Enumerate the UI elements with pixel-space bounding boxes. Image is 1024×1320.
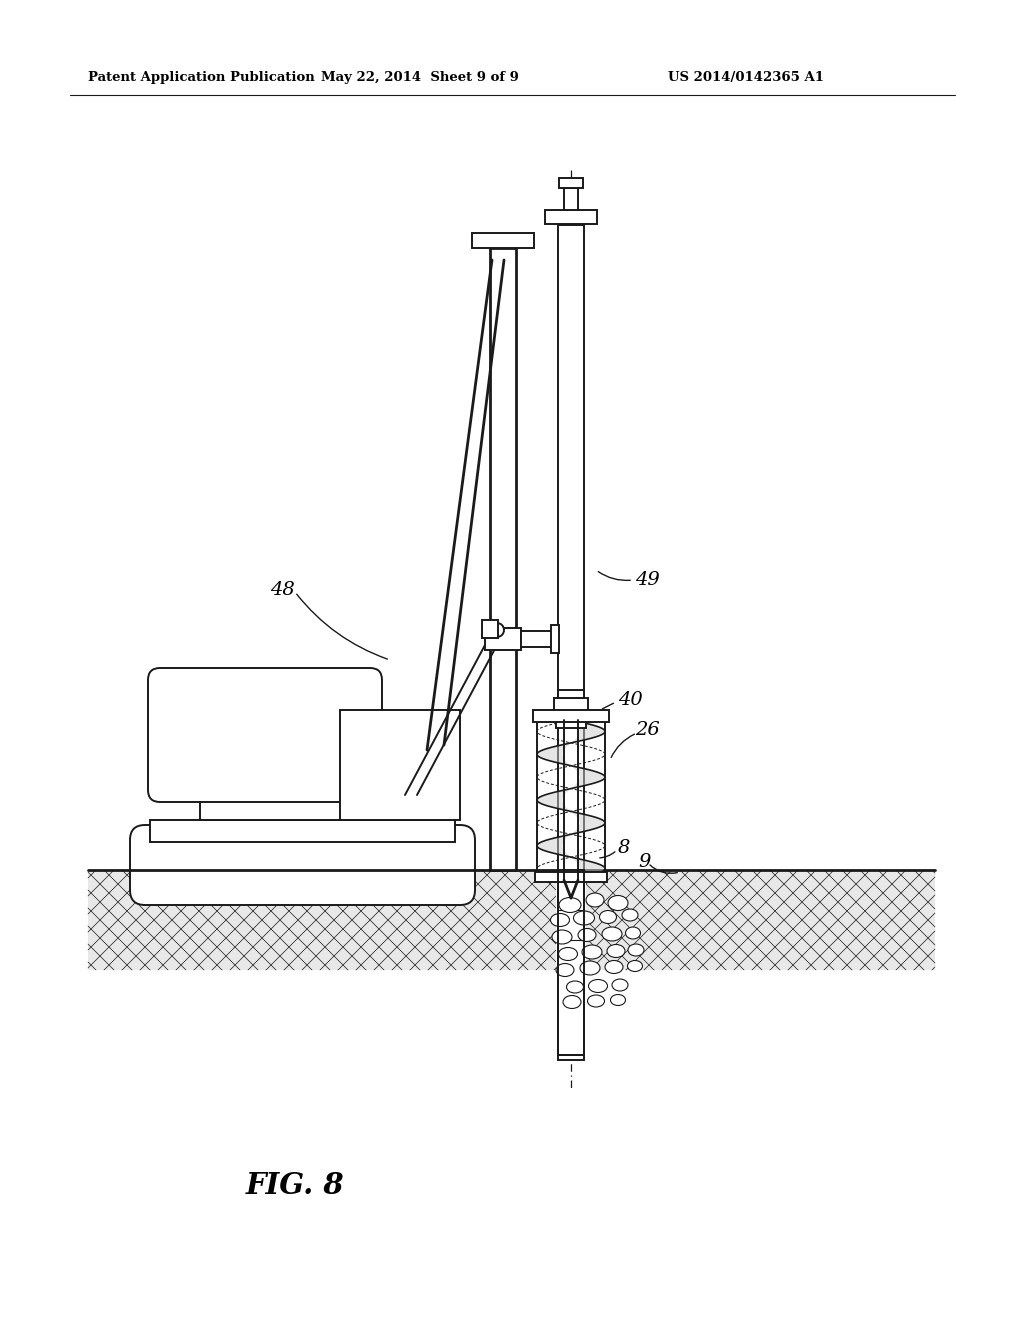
Polygon shape bbox=[537, 834, 571, 857]
Ellipse shape bbox=[563, 995, 581, 1008]
Polygon shape bbox=[571, 857, 605, 880]
Bar bbox=[482, 620, 498, 638]
Ellipse shape bbox=[628, 961, 642, 972]
Bar bbox=[554, 698, 588, 719]
Bar bbox=[559, 178, 583, 187]
Ellipse shape bbox=[582, 945, 602, 960]
Bar bbox=[558, 870, 584, 1055]
Polygon shape bbox=[571, 766, 605, 788]
Ellipse shape bbox=[566, 981, 584, 993]
Text: FIG. 8: FIG. 8 bbox=[246, 1171, 344, 1200]
Ellipse shape bbox=[578, 928, 596, 941]
Ellipse shape bbox=[588, 995, 604, 1007]
Polygon shape bbox=[571, 719, 605, 743]
Ellipse shape bbox=[622, 909, 638, 921]
Bar bbox=[521, 631, 551, 647]
Text: 9: 9 bbox=[638, 853, 650, 871]
Bar bbox=[150, 820, 455, 842]
Text: 26: 26 bbox=[635, 721, 659, 739]
Ellipse shape bbox=[612, 979, 628, 991]
Bar bbox=[545, 210, 597, 224]
Bar bbox=[564, 187, 578, 210]
Bar bbox=[556, 719, 586, 729]
Bar bbox=[340, 710, 460, 820]
Ellipse shape bbox=[607, 945, 625, 957]
Ellipse shape bbox=[602, 927, 622, 941]
FancyBboxPatch shape bbox=[130, 825, 475, 906]
Bar bbox=[558, 224, 584, 1060]
Polygon shape bbox=[537, 743, 571, 766]
Ellipse shape bbox=[556, 964, 574, 977]
Bar bbox=[556, 870, 586, 1090]
Bar bbox=[551, 624, 559, 653]
Ellipse shape bbox=[558, 948, 578, 961]
Bar bbox=[558, 870, 584, 1055]
Polygon shape bbox=[571, 812, 605, 834]
Bar bbox=[485, 628, 521, 649]
Ellipse shape bbox=[586, 894, 604, 907]
Bar bbox=[200, 719, 450, 820]
Ellipse shape bbox=[628, 944, 644, 956]
Ellipse shape bbox=[589, 979, 607, 993]
Ellipse shape bbox=[580, 961, 600, 975]
Bar bbox=[490, 248, 516, 870]
Ellipse shape bbox=[626, 927, 640, 939]
Ellipse shape bbox=[559, 898, 581, 912]
Circle shape bbox=[490, 623, 504, 638]
Text: 49: 49 bbox=[635, 572, 659, 589]
Text: Patent Application Publication: Patent Application Publication bbox=[88, 71, 314, 84]
Bar bbox=[534, 710, 609, 722]
Text: May 22, 2014  Sheet 9 of 9: May 22, 2014 Sheet 9 of 9 bbox=[322, 71, 519, 84]
Bar bbox=[88, 870, 935, 970]
Bar bbox=[558, 690, 584, 698]
Ellipse shape bbox=[551, 913, 569, 927]
Text: 8: 8 bbox=[618, 840, 631, 857]
Text: US 2014/0142365 A1: US 2014/0142365 A1 bbox=[668, 71, 824, 84]
Bar bbox=[472, 234, 534, 248]
FancyBboxPatch shape bbox=[148, 668, 382, 803]
Text: 48: 48 bbox=[270, 581, 295, 599]
Ellipse shape bbox=[552, 931, 572, 944]
Ellipse shape bbox=[608, 895, 628, 911]
Ellipse shape bbox=[573, 911, 595, 925]
Ellipse shape bbox=[605, 961, 623, 974]
Polygon shape bbox=[537, 788, 571, 812]
Ellipse shape bbox=[610, 994, 626, 1006]
Text: 40: 40 bbox=[618, 690, 643, 709]
Ellipse shape bbox=[599, 911, 616, 924]
Bar bbox=[535, 873, 607, 882]
Bar bbox=[558, 880, 584, 1055]
